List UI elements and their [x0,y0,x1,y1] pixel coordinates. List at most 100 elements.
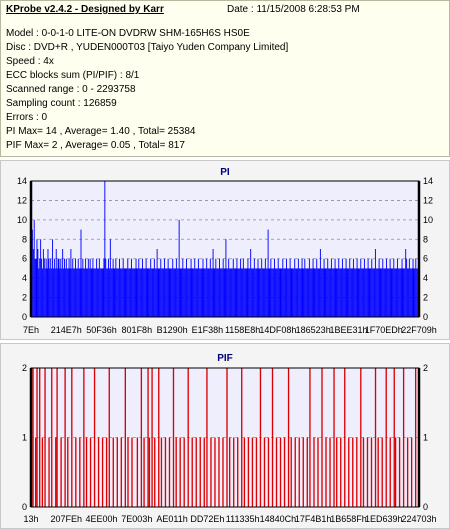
data-bar [392,268,394,317]
data-bar [309,268,311,317]
data-bar [302,437,304,507]
scan-date: Date : 11/15/2008 6:28:53 PM [227,4,360,15]
x-tick-label: 14DF08h [259,325,296,335]
data-bar [169,268,171,317]
data-bar [52,239,54,317]
data-bar [158,268,160,317]
data-bar [72,258,74,317]
y-tick-label-right: 8 [423,234,428,244]
data-bar [300,268,302,317]
data-bar [82,258,84,317]
data-bar [332,268,334,317]
data-bar [198,268,200,317]
data-bar [192,268,194,317]
data-bar [239,268,241,317]
y-tick-label-left: 1 [22,433,27,443]
data-bar [89,437,92,507]
data-bar [78,268,80,317]
data-bar [335,268,337,317]
y-tick-label-left: 10 [17,215,27,225]
data-bar [168,437,171,507]
data-bar [91,268,93,317]
x-tick-label: 1158E8h [225,325,260,335]
data-bar [172,258,174,317]
data-bar [64,268,66,317]
data-bar [152,268,153,317]
data-bar [39,258,41,317]
data-bar [183,268,185,317]
y-tick-label-right: 0 [423,312,428,322]
data-bar [371,258,373,317]
data-bar [89,258,91,317]
x-tick-label: E1F38h [192,325,224,335]
data-bar [226,268,228,317]
data-bar [369,268,371,317]
data-bar [90,268,92,317]
data-bar [287,368,290,507]
data-bar [34,258,36,317]
data-bar [32,368,34,507]
data-bar [214,437,216,507]
data-bar [279,437,282,507]
data-bar [384,268,386,317]
data-bar [408,258,410,317]
x-tick-label: 111335h [226,514,260,524]
data-bar [299,268,301,317]
data-bar [203,437,205,507]
data-bar [399,268,401,317]
data-bar [143,268,145,317]
data-bar [285,268,286,317]
data-bar [140,368,143,507]
data-bar [416,268,418,317]
y-tick-label-left: 0 [22,502,27,512]
data-bar [69,268,71,317]
data-bar [164,258,165,317]
data-bar [225,239,227,317]
data-bar [36,368,38,507]
pif-summary-line: PIF Max= 2 , Average= 0.05 , Total= 817 [6,140,185,151]
data-bar [222,258,224,317]
data-bar [411,268,413,317]
data-bar [265,268,267,317]
y-tick-label-left: 0 [22,312,27,322]
data-bar [108,258,109,317]
data-bar [356,437,358,507]
data-bar [289,258,291,317]
data-bar [235,268,237,317]
data-bar [351,268,353,317]
data-bar [204,268,206,317]
data-bar [303,268,305,317]
data-bar [207,268,209,317]
data-bar [183,437,185,507]
data-bar [205,268,207,317]
data-bar [317,268,319,317]
data-bar [248,268,250,317]
data-bar [97,268,99,317]
data-bar [297,258,299,317]
data-bar [296,268,298,317]
data-bar [162,268,164,317]
data-bar [257,258,259,317]
x-tick-label: 214E7h [51,325,82,335]
data-bar [234,268,236,317]
data-bar [151,368,153,507]
data-bar [341,258,343,317]
y-tick-label-right: 6 [423,254,428,264]
data-bar [112,258,114,317]
data-bar [370,268,372,317]
data-bar [412,258,414,317]
data-bar [396,258,398,317]
data-bar [290,268,292,317]
data-bar [197,268,198,317]
data-bar [81,268,83,317]
data-bar [55,437,57,507]
data-bar [259,268,261,317]
data-bar [125,268,127,317]
data-bar [340,268,342,317]
data-bar [385,368,387,507]
data-bar [67,437,69,507]
data-bar [108,368,110,507]
data-bar [139,268,141,317]
data-bar [35,258,37,317]
data-bar [256,268,258,317]
